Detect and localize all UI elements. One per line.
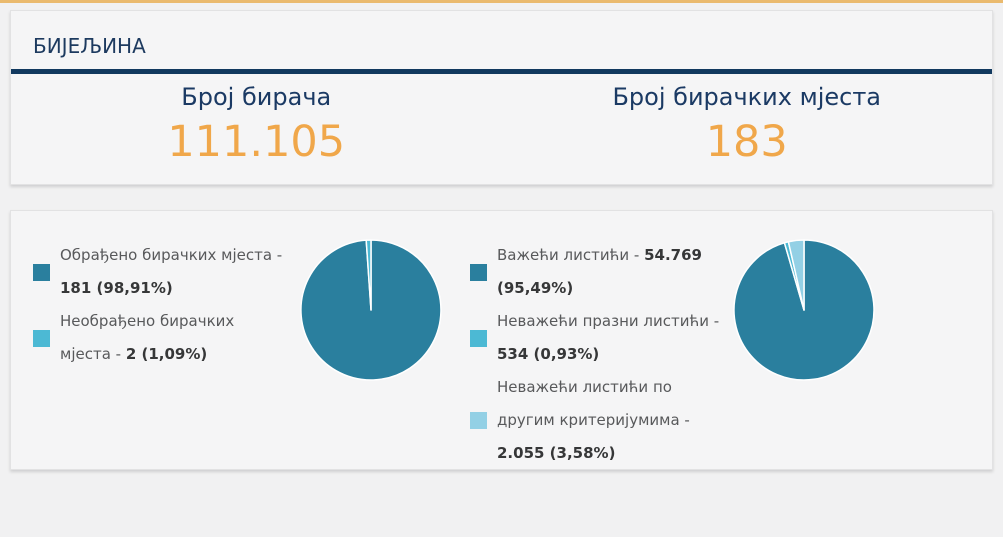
legend-item[interactable]: Неважећи листићи по другим критеријумима… — [470, 371, 727, 470]
legend-label: Неважећи празни листићи - 534 (0,93%) — [497, 312, 720, 363]
legend-item[interactable]: Необрађено бирачких мјеста - 2 (1,09%) — [33, 305, 290, 371]
legend-label: Необрађено бирачких мјеста - 2 (1,09%) — [60, 312, 235, 363]
polling-stations-label: Број бирачких мјеста — [612, 83, 882, 111]
top-accent-bar — [0, 0, 1003, 3]
ballots-pie-chart[interactable] — [729, 235, 879, 385]
legend-swatch-icon — [470, 263, 487, 281]
stations-pie-chart[interactable] — [296, 235, 446, 385]
pie-slice[interactable] — [365, 239, 372, 311]
legend-label: Обрађено бирачких мјеста - 181 (98,91%) — [60, 246, 283, 297]
charts-card: Обрађено бирачких мјеста - 181 (98,91%) Н… — [10, 210, 993, 470]
voters-label: Број бирача — [181, 83, 332, 111]
municipality-title: БИЈЕЉИНА — [33, 34, 146, 58]
legend-item[interactable]: Неважећи празни листићи - 534 (0,93%) — [470, 305, 727, 371]
legend-label: Неважећи листићи по другим критеријумима… — [497, 378, 690, 462]
legend-swatch-icon — [470, 329, 487, 347]
stations-pie-legend: Обрађено бирачких мјеста - 181 (98,91%) Н… — [33, 239, 290, 371]
legend-item[interactable]: Обрађено бирачких мјеста - 181 (98,91%) — [33, 239, 290, 305]
polling-stations-stat: Број бирачких мјеста 183 — [502, 83, 993, 164]
voters-stat: Број бирача 111.105 — [11, 83, 502, 164]
legend-item[interactable]: Важећи листићи - 54.769 (95,49%) — [470, 239, 727, 305]
content-area: БИЈЕЉИНА Број бирача 111.105 Број бирачк… — [0, 3, 1003, 470]
title-divider — [11, 69, 992, 74]
ballots-pie-legend: Важећи листићи - 54.769 (95,49%) Неважећи… — [470, 239, 727, 470]
summary-card: БИЈЕЉИНА Број бирача 111.105 Број бирачк… — [10, 10, 993, 185]
legend-swatch-icon — [470, 412, 487, 429]
legend-swatch-icon — [33, 263, 50, 281]
pie-slice[interactable] — [787, 239, 805, 311]
voters-value: 111.105 — [167, 117, 346, 167]
legend-label: Важећи листићи - 54.769 (95,49%) — [497, 246, 702, 297]
polling-stations-value: 183 — [705, 117, 788, 167]
legend-swatch-icon — [33, 329, 50, 347]
summary-stats: Број бирача 111.105 Број бирачких мјеста… — [11, 74, 992, 164]
